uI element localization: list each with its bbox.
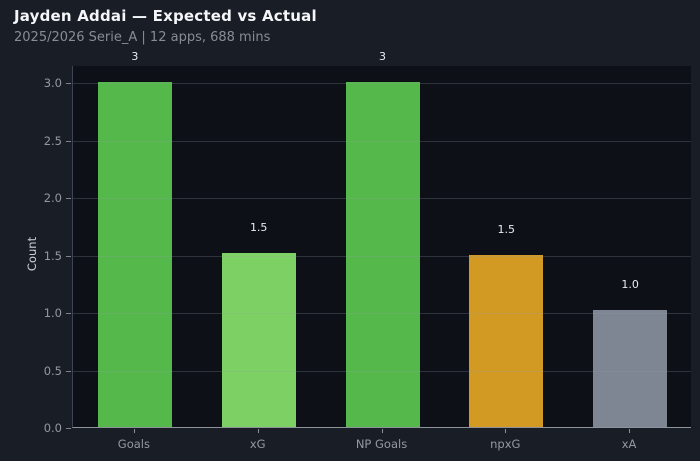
bar-value-label: 3 [379,50,386,64]
bar-xg [221,253,296,427]
bar-goals [97,82,172,427]
y-tick-mark [66,370,71,372]
gridline [73,198,691,200]
x-tick-label-xa: xA [621,437,637,451]
chart-subtitle: 2025/2026 Serie_A | 12 apps, 688 mins [14,30,271,45]
x-tick-label-np-goals: NP Goals [355,437,408,451]
bar-value-label: 1.5 [249,221,268,235]
y-tick-mark [66,83,71,85]
x-tick-label-goals: Goals [117,437,150,451]
gridline [73,140,691,142]
y-tick-mark [66,428,71,429]
gridline [73,313,691,315]
chart-title: Jayden Addai — Expected vs Actual [14,7,317,25]
y-tick-mark [66,140,71,142]
bar-value-label: 1.5 [497,222,516,236]
x-tick-label-xg: xG [249,437,266,451]
x-tick-mark [257,429,259,433]
y-tick-mark [66,313,71,315]
y-tick-mark [66,198,71,200]
y-tick-label: 1.0 [43,306,62,321]
x-tick-mark [629,429,631,433]
y-tick-label: 1.5 [43,248,62,263]
x-tick-mark [133,429,135,433]
bar-xa [593,309,668,427]
gridline [73,255,691,257]
x-tick-label-npxg: npxG [490,437,521,451]
x-tick-mark [381,429,383,433]
y-tick-label: 0.0 [43,421,62,435]
y-tick-label: 2.5 [43,133,62,148]
bar-value-label: 1.0 [621,277,639,291]
plot-area: 3 1.5 3 1.5 1.0 [72,50,691,428]
y-tick-label: 2.0 [43,191,62,206]
y-tick-mark [66,255,71,257]
y-tick-label: 3.0 [43,76,62,91]
gridline [73,370,691,372]
bar-value-label: 3 [131,50,139,64]
gridline [73,83,691,85]
y-tick-label: 0.5 [43,363,62,378]
bar-np-goals [345,82,420,427]
x-tick-mark [505,429,507,433]
bar-npxg [469,254,544,427]
